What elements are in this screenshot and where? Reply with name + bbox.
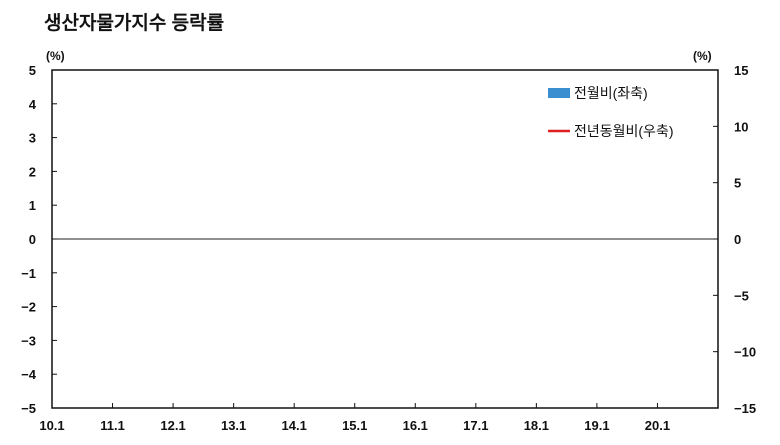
x-tick-label: 16.1 [403, 418, 428, 433]
left-tick-label: −3 [21, 333, 36, 348]
right-tick-label: 5 [734, 176, 741, 191]
x-tick-label: 11.1 [100, 418, 125, 433]
right-tick-label: 15 [734, 63, 748, 78]
legend: 전월비(좌축) 전년동월비(우축) [548, 85, 673, 139]
left-tick-label: 0 [29, 232, 36, 247]
left-tick-label: 3 [29, 131, 36, 146]
x-tick-label: 17.1 [463, 418, 488, 433]
left-tick-label: 4 [29, 97, 37, 112]
x-tick-label: 14.1 [282, 418, 307, 433]
left-tick-label: −4 [21, 367, 37, 382]
right-tick-label: 10 [734, 119, 748, 134]
legend-label-mom: 전월비(좌축) [574, 85, 648, 101]
right-tick-label: 0 [734, 232, 741, 247]
left-tick-label: 5 [29, 63, 36, 78]
left-tick-label: −1 [21, 266, 36, 281]
right-tick-label: −5 [734, 288, 749, 303]
x-tick-label: 15.1 [342, 418, 367, 433]
x-tick-label: 18.1 [524, 418, 549, 433]
x-tick-label: 13.1 [221, 418, 246, 433]
left-tick-label: −5 [21, 401, 36, 416]
right-tick-label: −15 [734, 401, 756, 416]
x-tick-label: 12.1 [160, 418, 185, 433]
left-axis-unit: (%) [46, 49, 65, 63]
right-axis-unit: (%) [693, 49, 712, 63]
left-tick-label: −2 [21, 300, 36, 315]
left-tick-label: 1 [29, 198, 36, 213]
legend-swatch-mom [548, 88, 570, 98]
legend-label-yoy: 전년동월비(우축) [574, 123, 673, 139]
x-tick-label: 19.1 [584, 418, 609, 433]
left-tick-label: 2 [29, 164, 36, 179]
x-tick-label: 10.1 [39, 418, 64, 433]
x-tick-label: 20.1 [645, 418, 670, 433]
right-tick-label: −10 [734, 345, 756, 360]
chart-title: 생산자물가지수 등락률 [44, 13, 225, 34]
